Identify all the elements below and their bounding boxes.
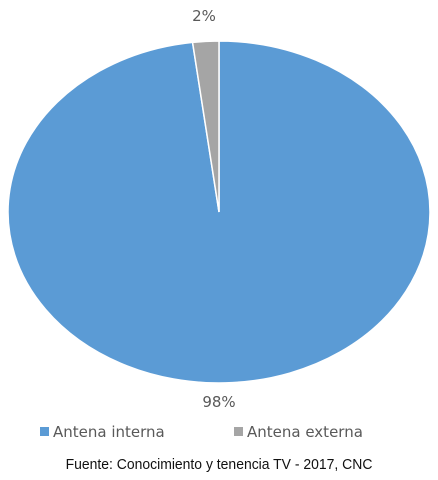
legend-label-antena-interna: Antena interna bbox=[53, 423, 165, 441]
legend-swatch-antena-externa bbox=[234, 427, 243, 436]
data-label-antena-externa: 2% bbox=[192, 7, 216, 25]
source-note: Fuente: Conocimiento y tenencia TV - 201… bbox=[65, 456, 373, 473]
legend-label-antena-externa: Antena externa bbox=[247, 423, 363, 441]
legend-swatch-antena-interna bbox=[40, 427, 49, 436]
data-label-antena-interna: 98% bbox=[202, 393, 235, 411]
pie-slice-antena-externa bbox=[191, 40, 220, 213]
